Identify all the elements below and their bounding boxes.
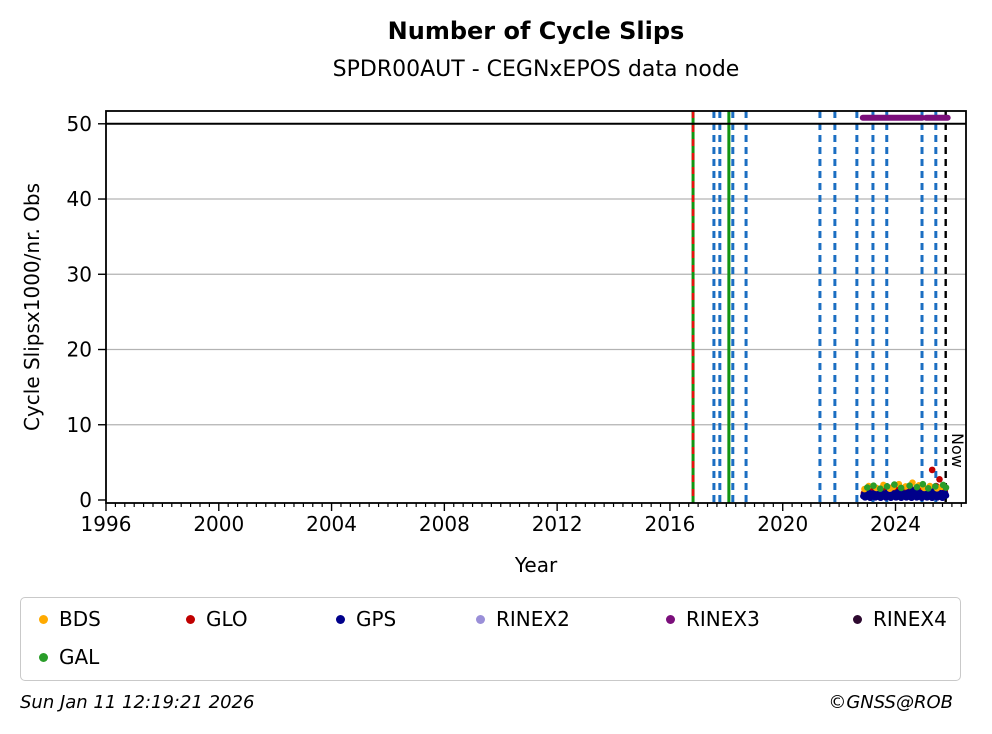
legend-marker-glo	[186, 614, 195, 624]
legend-item-rinex4: RINEX4	[853, 606, 947, 632]
x-tick-label: 2016	[644, 512, 695, 536]
legend-label: GAL	[59, 645, 100, 669]
legend-item-glo: GLO	[186, 606, 248, 632]
legend-label: RINEX2	[496, 607, 570, 631]
y-tick-label: 30	[67, 262, 92, 286]
data-point	[870, 482, 877, 489]
data-point	[864, 484, 871, 491]
legend-item-rinex2: RINEX2	[476, 606, 570, 632]
data-point	[942, 484, 950, 491]
chart-subtitle: SPDR00AUT - CEGNxEPOS data node	[332, 57, 740, 82]
legend-marker-bds	[39, 614, 48, 624]
data-point	[931, 483, 939, 490]
legend-item-bds: BDS	[39, 606, 101, 632]
data-point	[897, 484, 905, 492]
legend-label: BDS	[59, 607, 101, 631]
x-axis-label: Year	[514, 553, 558, 577]
legend-marker-gal	[39, 652, 48, 662]
y-axis-ticks: 0 10 20 30 40 50	[67, 112, 106, 512]
y-tick-label: 0	[79, 488, 92, 512]
legend-marker-rinex4	[853, 614, 862, 624]
y-tick-label: 10	[67, 413, 92, 437]
legend-item-gps: GPS	[336, 606, 396, 632]
legend-label: GPS	[356, 607, 397, 631]
legend-item-rinex3: RINEX3	[666, 606, 760, 632]
x-axis-ticks: 1996 2000 2004 2008 2012 2016 2020 2024	[81, 503, 921, 536]
x-tick-label: 2024	[870, 512, 921, 536]
legend-label: GLO	[206, 607, 248, 631]
data-point	[919, 480, 927, 488]
timestamp: Sun Jan 11 12:19:21 2026	[20, 692, 255, 713]
data-point	[891, 481, 898, 488]
series-gps	[860, 487, 950, 502]
y-gridlines	[106, 198, 966, 426]
plot-area: 1996 2000 2004 2008 2012 2016 2020 2024 0 10 20 30 4…	[67, 110, 967, 536]
legend-marker-rinex3	[666, 614, 675, 624]
x-tick-label: 2000	[193, 512, 244, 536]
y-tick-label: 40	[67, 187, 92, 211]
data-point	[876, 485, 884, 493]
legend-label: RINEX3	[686, 607, 760, 631]
x-tick-label: 1996	[81, 512, 132, 536]
legend-label: RINEX4	[873, 607, 947, 631]
chart-title: Number of Cycle Slips	[387, 17, 685, 45]
legend-item-gal: GAL	[39, 644, 99, 670]
y-axis-label: Cycle Slipsx1000/nr. Obs	[20, 182, 44, 432]
x-tick-label: 2004	[306, 512, 357, 536]
data-point	[924, 485, 932, 492]
data-point	[936, 475, 943, 483]
copyright: ©GNSS@ROB	[828, 692, 953, 713]
series-gal	[864, 480, 950, 493]
plot-frame	[105, 110, 967, 504]
x-tick-label: 2020	[757, 512, 808, 536]
data-point	[913, 483, 921, 491]
legend-marker-gps	[336, 614, 345, 624]
data-point	[883, 483, 891, 490]
x-minor-ticks	[114, 503, 962, 507]
x-tick-label: 2008	[419, 512, 470, 536]
event-lines	[691, 111, 938, 503]
data-point	[928, 466, 936, 474]
now-label: Now	[948, 433, 967, 468]
y-tick-label: 50	[67, 112, 92, 136]
x-tick-label: 2012	[532, 512, 583, 536]
legend-marker-rinex2	[476, 614, 485, 624]
data-point	[942, 492, 950, 499]
data-point	[906, 482, 913, 489]
y-tick-label: 20	[67, 338, 92, 362]
scatter-series	[860, 466, 950, 502]
legend: BDS GLO GPS RINEX2 RINEX3 RINEX4 GAL	[20, 597, 961, 681]
